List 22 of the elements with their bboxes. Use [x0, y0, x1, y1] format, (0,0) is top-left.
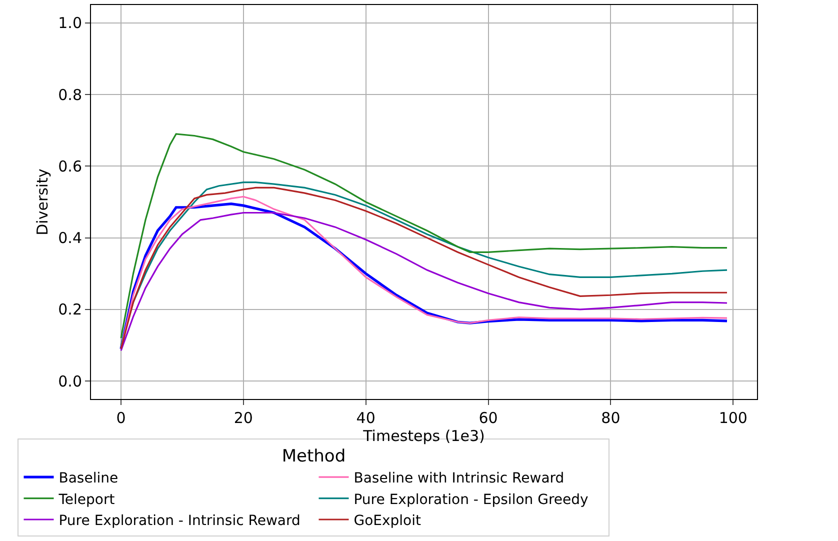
x-tick-label: 0: [116, 409, 126, 427]
legend-title: Method: [282, 446, 346, 466]
y-tick-label: 0.6: [58, 157, 82, 176]
legend-label: Pure Exploration - Intrinsic Reward: [58, 512, 300, 529]
x-tick-label: 60: [478, 409, 498, 427]
legend-label: Teleport: [58, 492, 116, 508]
y-tick-label: 0.0: [58, 372, 82, 390]
legend-label: Baseline with Intrinsic Reward: [354, 470, 564, 487]
x-tick-label: 20: [234, 409, 253, 427]
y-axis-title: Diversity: [33, 168, 52, 236]
line-series: [120, 133, 728, 339]
y-tick-label: 1.0: [58, 14, 82, 32]
legend-label: Pure Exploration - Epsilon Greedy: [354, 492, 588, 508]
legend-label: GoExploit: [354, 512, 422, 529]
x-tick-label: 100: [718, 409, 748, 427]
x-tick-label: 40: [356, 409, 376, 427]
y-tick-label: 0.8: [58, 86, 82, 104]
x-tick-label: 80: [601, 409, 620, 427]
x-axis-title: Timesteps (1e3): [362, 427, 485, 445]
legend-label: Baseline: [58, 470, 118, 487]
y-tick-label: 0.2: [58, 300, 82, 319]
y-tick-label: 0.4: [58, 229, 82, 248]
